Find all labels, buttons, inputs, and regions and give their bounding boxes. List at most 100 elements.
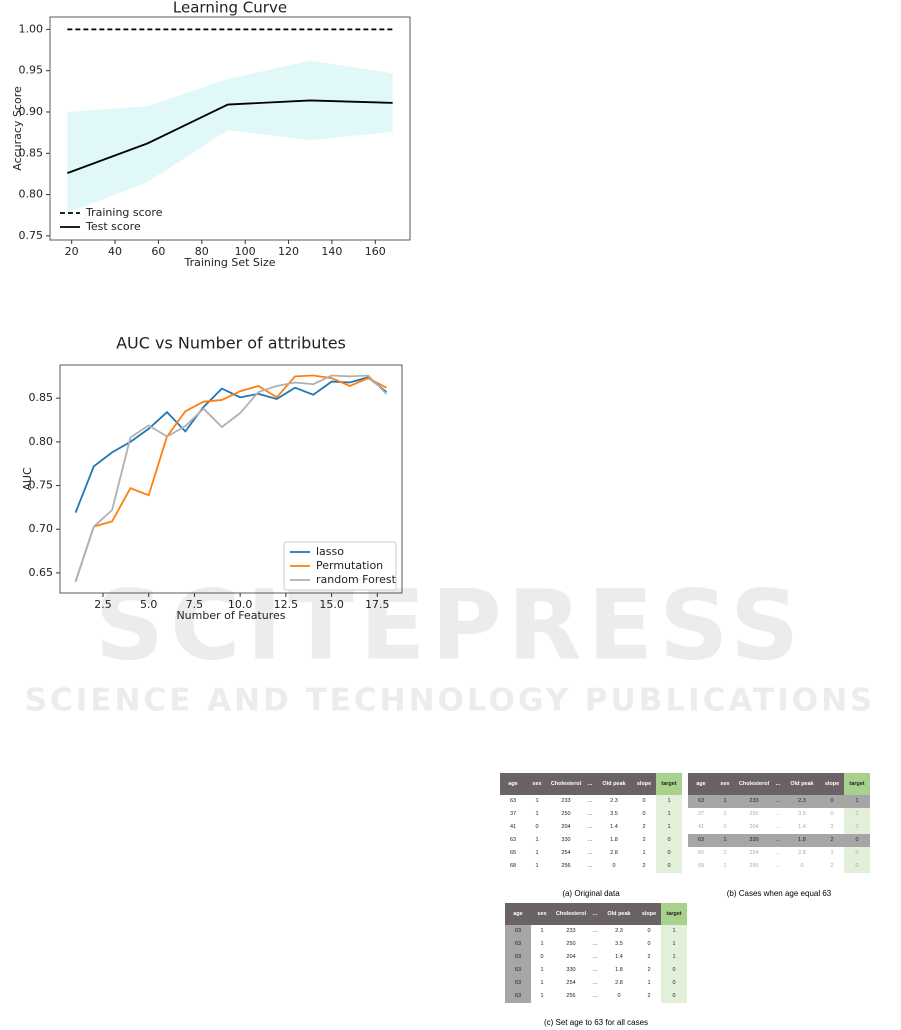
legend-label: random Forest [316,573,397,586]
table-cell: 254 [561,850,571,856]
y-axis-label: Accuracy Score [11,86,24,171]
table-cell: 63 [697,837,705,843]
header-cell: Cholesterol [738,781,770,787]
table-cell: 1 [723,863,727,869]
table-row: 63 1 233... 2.3 0 1 [688,795,870,808]
table-cell: 0 [844,860,870,873]
header-cell: Cholesterol [555,911,587,917]
table-cell: 1 [535,811,539,817]
table-cell: ... [592,993,598,999]
table-cell: ... [775,811,781,817]
x-tick-label: 7.5 [186,598,204,611]
table-cell: 1 [535,863,539,869]
legend-label: Test score [85,220,141,233]
legend-label: lasso [316,545,344,558]
table-cell: 1.4 [615,954,623,960]
table-cell: ... [775,850,781,856]
x-tick-label: 100 [235,245,256,258]
header-cell: age [696,781,706,787]
table-cell: 1 [535,850,539,856]
legend-label: Permutation [316,559,383,572]
data-table: age sex Cholesterol... Old peak slope target 6… [505,903,687,1003]
table-cell: 233 [749,798,759,804]
table-cell: 0 [535,824,539,830]
table-cell: ... [587,850,593,856]
data-line [74,376,388,513]
table-cell: ... [587,824,593,830]
table-cell: 1 [723,850,727,856]
table-row: 41 0 204... 1.4 2 1 [500,821,682,834]
table-header: age sex Cholesterol... Old peak slope target [505,903,687,925]
table-cell: 1.8 [615,967,623,973]
table-cell: 2 [642,837,646,843]
table-cell: 63 [505,964,531,977]
header-cell: Cholesterol [550,781,582,787]
table-cell: ... [775,824,781,830]
table-cell: 0 [540,954,544,960]
table-cell: 1 [540,967,544,973]
table-cell: 41 [509,824,517,830]
table-cell: 1.8 [798,837,806,843]
y-tick-label: 0.70 [29,522,54,535]
data-table: age sex Cholesterol... Old peak slope target 6… [500,773,682,873]
table-cell: 1.4 [798,824,806,830]
table-cell: 63 [509,798,517,804]
table-cell: 0 [617,993,621,999]
table-cell: ... [592,941,598,947]
table-header: age sex Cholesterol... Old peak slope target [500,773,682,795]
table-cell: 0 [647,928,651,934]
data-line [74,374,388,582]
table-cell: 0 [612,863,616,869]
x-tick-label: 12.5 [274,598,299,611]
table-cell: 2.3 [610,798,618,804]
table-row: 63 1 256... 0 2 0 [505,990,687,1003]
header-cell: slope [641,911,657,917]
table-cell: 1 [535,798,539,804]
watermark-title: SCITEPRESS [95,569,805,681]
table-cell: 63 [505,925,531,938]
table-row: 63 1 233... 2.3 0 1 [500,795,682,808]
header-cell: age [513,911,523,917]
y-tick-label: 0.85 [29,391,54,404]
table-cell: 0 [800,863,804,869]
table-cell: 2 [647,967,651,973]
table-cell: 1 [844,821,870,834]
table-cell: 1 [540,993,544,999]
table-cell: 2 [830,863,834,869]
table-cell: 41 [697,824,705,830]
table-cell: 37 [697,811,705,817]
y-tick-label: 0.90 [19,105,44,118]
table-cell: 1 [656,808,682,821]
table-cell: 63 [505,938,531,951]
table-cell: ... [587,798,593,804]
table-cell: 204 [561,824,571,830]
table-cell: 233 [566,928,576,934]
x-tick-label: 20 [65,245,79,258]
table-cell: 37 [509,811,517,817]
plot-frame [49,16,411,241]
table-row: 68 1 256... 0 2 0 [500,860,682,873]
table-cell: 250 [561,811,571,817]
header-cell: sex [537,911,547,917]
table-cell: 204 [749,824,759,830]
table-cell: 2.3 [798,798,806,804]
x-tick-label: 80 [195,245,209,258]
header-cell: slope [636,781,652,787]
header-cell: ... [592,911,598,917]
table-cell: 65 [509,850,517,856]
y-tick-label: 0.95 [19,64,44,77]
table-cell: 2 [830,824,834,830]
table-cell: 0 [661,964,687,977]
table-row: 65 1 254... 2.8 1 0 [688,847,870,860]
plot-frame [59,364,403,594]
data-line [74,374,387,582]
table-cell: 1 [723,811,727,817]
table-cell: ... [592,967,598,973]
table-cell: 2.8 [615,980,623,986]
header-cell: target [661,903,687,925]
table-row: 41 0 204... 1.4 2 1 [688,821,870,834]
table-cell: 204 [566,954,576,960]
x-tick-label: 15.0 [319,598,344,611]
table-cell: 2 [647,993,651,999]
header-cell: sex [720,781,730,787]
